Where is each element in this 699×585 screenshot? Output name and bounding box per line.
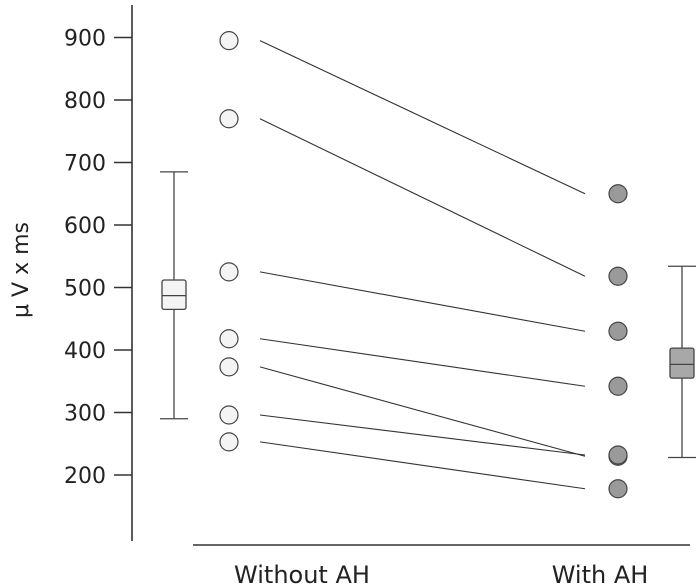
point-without-ah [219,329,239,349]
point-with-ah [608,321,628,341]
pair-line [259,338,586,387]
pair-line [259,441,586,490]
point-without-ah [219,405,239,425]
y-tick-label: 200 [64,464,106,489]
point-with-ah [608,445,628,465]
boxplot-with-ah [668,265,696,459]
x-category-label: Without AH [234,561,370,585]
box-iqr [669,347,695,379]
point-without-ah [219,357,239,377]
data-points [219,31,628,499]
point-with-ah [608,266,628,286]
y-axis-title: μ V x ms [9,222,34,318]
pair-line [259,414,586,456]
pair-line [259,271,586,332]
point-with-ah [608,376,628,396]
point-without-ah [219,109,239,129]
point-without-ah [219,432,239,452]
point-with-ah [608,184,628,204]
box-iqr [161,279,187,311]
boxplot-without-ah [160,171,188,420]
axes [114,5,690,546]
y-tick-label: 700 [64,152,106,177]
y-tick-label: 500 [64,277,106,302]
pair-line [259,118,586,277]
x-category-label: With AH [552,561,649,585]
point-without-ah [219,31,239,51]
pair-line [259,40,586,195]
pair-lines [259,40,586,490]
y-tick-label: 400 [64,339,106,364]
boxplots [160,171,696,459]
y-tick-label: 900 [64,27,106,52]
y-tick-label: 600 [64,214,106,239]
y-tick-label: 300 [64,402,106,427]
point-without-ah [219,262,239,282]
labels: 200 300 400 500 600 700 800 900 μ V x ms Without … [9,27,648,585]
pair-line [259,366,586,457]
point-with-ah [608,479,628,499]
y-tick-label: 800 [64,89,106,114]
